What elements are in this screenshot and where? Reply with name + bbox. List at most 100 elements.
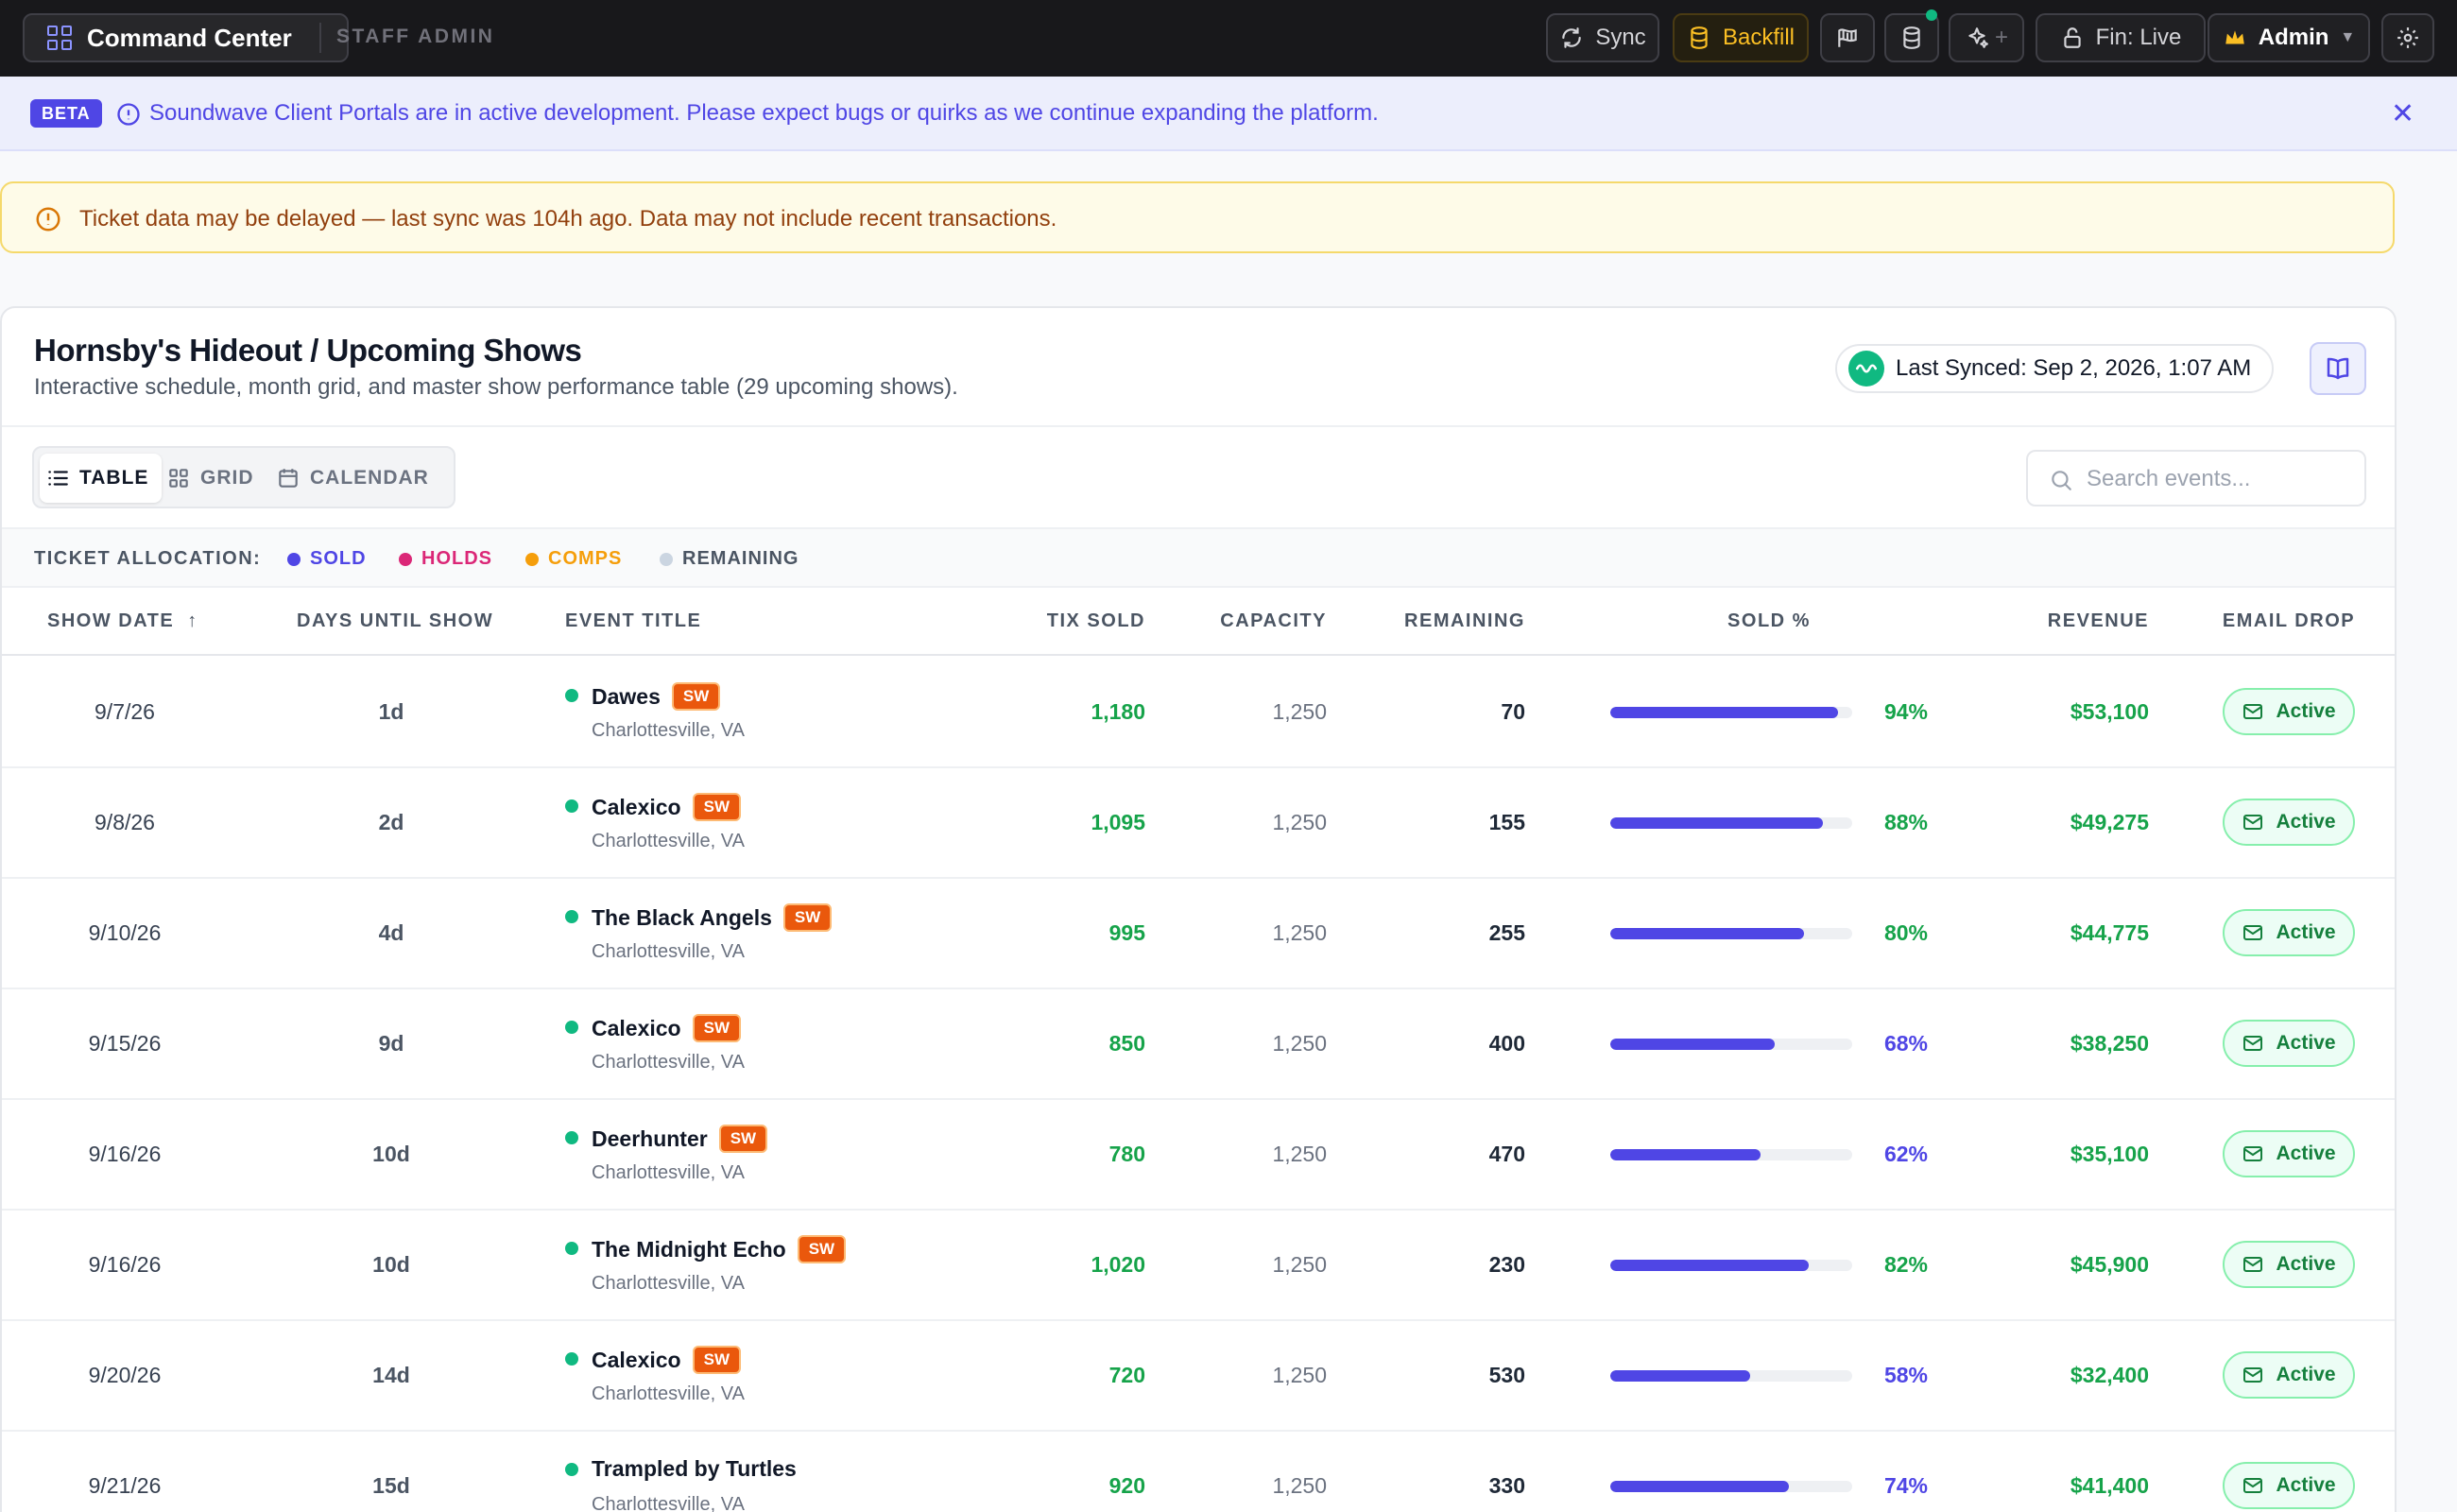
email-drop-button[interactable]: Active xyxy=(2223,1462,2355,1509)
email-drop-button[interactable]: Active xyxy=(2223,688,2355,735)
event-title[interactable]: Trampled by Turtles xyxy=(592,1456,797,1482)
event-title[interactable]: Dawes SW xyxy=(592,682,721,711)
event-status-dot xyxy=(565,1021,578,1034)
backfill-label: Backfill xyxy=(1722,25,1796,50)
event-status-dot xyxy=(565,1463,578,1476)
tab-table[interactable]: TABLE xyxy=(40,454,163,503)
event-title[interactable]: Calexico SW xyxy=(592,1346,741,1374)
event-title[interactable]: The Black Angels SW xyxy=(592,903,833,932)
capacity: 1,250 xyxy=(1272,699,1327,724)
table-row[interactable]: 9/16/26 10d The Midnight Echo SW Charlottesv… xyxy=(2,1211,2395,1321)
sync-button[interactable]: Sync xyxy=(1546,13,1659,62)
email-drop-button[interactable]: Active xyxy=(2223,1351,2355,1399)
tab-calendar[interactable]: CALENDAR xyxy=(276,454,429,503)
settings-button[interactable] xyxy=(2381,13,2434,62)
staff-admin-label: STAFF ADMIN xyxy=(336,26,495,47)
event-title-text: Dawes xyxy=(592,683,661,709)
column-revenue[interactable]: REVENUE xyxy=(2047,610,2149,631)
sold-percent: 74% xyxy=(1883,1473,1928,1498)
table-row[interactable]: 9/8/26 2d Calexico SW Charlottesville, VA 1,0… xyxy=(2,768,2395,879)
race-flag-button[interactable] xyxy=(1820,13,1875,62)
tix-sold: 780 xyxy=(1108,1142,1145,1166)
table-row[interactable]: 9/10/26 4d The Black Angels SW Charlottesvil… xyxy=(2,879,2395,989)
mail-icon xyxy=(2243,1257,2263,1272)
sold-progress-fill xyxy=(1610,1370,1751,1382)
revenue: $53,100 xyxy=(2070,699,2149,724)
column-sold-pct[interactable]: SOLD % xyxy=(1727,610,1811,631)
mail-icon xyxy=(2243,1036,2263,1051)
legend-dot xyxy=(399,552,412,566)
command-center-button[interactable]: Command Center xyxy=(23,13,349,62)
event-title[interactable]: Calexico SW xyxy=(592,793,741,821)
sparkle-icon xyxy=(1968,27,1988,48)
capacity: 1,250 xyxy=(1272,1363,1327,1387)
days-until: 10d xyxy=(372,1142,410,1166)
event-title-text: Calexico xyxy=(592,794,681,819)
ai-sparkle-button[interactable]: + xyxy=(1949,13,2024,62)
sold-progress-bar xyxy=(1610,1039,1852,1050)
legend-comps-label: COMPS xyxy=(548,548,623,569)
event-title-text: Trampled by Turtles xyxy=(592,1456,797,1481)
table-row[interactable]: 9/15/26 9d Calexico SW Charlottesville, VA 85… xyxy=(2,989,2395,1100)
sw-badge: SW xyxy=(718,1125,768,1153)
mail-icon xyxy=(2243,815,2263,830)
email-drop-button[interactable]: Active xyxy=(2223,909,2355,956)
status-dot xyxy=(1926,9,1937,21)
legend-dot xyxy=(660,552,673,566)
column-tix-sold[interactable]: TIX SOLD xyxy=(1046,610,1145,631)
close-icon[interactable]: ✕ xyxy=(2391,98,2415,129)
email-drop-button[interactable]: Active xyxy=(2223,1241,2355,1288)
backfill-button[interactable]: Backfill xyxy=(1673,13,1809,62)
email-drop-button[interactable]: Active xyxy=(2223,799,2355,846)
mail-icon xyxy=(2243,1478,2263,1493)
legend-comps: COMPS xyxy=(525,548,622,570)
column-remaining[interactable]: REMAINING xyxy=(1404,610,1525,631)
page-subtitle: Interactive schedule, month grid, and ma… xyxy=(34,374,958,400)
docs-button[interactable] xyxy=(2310,342,2366,395)
table-row[interactable]: 9/20/26 14d Calexico SW Charlottesville, VA 7… xyxy=(2,1321,2395,1432)
revenue: $44,775 xyxy=(2070,920,2149,945)
show-date: 9/8/26 xyxy=(94,810,155,834)
table-row[interactable]: 9/21/26 15d Trampled by Turtles Charlottesv… xyxy=(2,1432,2395,1512)
show-date: 9/15/26 xyxy=(88,1031,162,1056)
event-title[interactable]: Calexico SW xyxy=(592,1014,741,1042)
event-location: Charlottesville, VA xyxy=(592,831,745,851)
search-icon xyxy=(2052,471,2071,490)
tix-sold: 1,180 xyxy=(1091,699,1145,724)
email-drop-status: Active xyxy=(2276,1143,2336,1164)
tix-sold: 850 xyxy=(1108,1031,1145,1056)
refresh-icon xyxy=(1562,27,1582,48)
mail-icon xyxy=(2243,704,2263,719)
sort-ascending-icon: ↑ xyxy=(187,610,198,631)
table-row[interactable]: 9/16/26 10d Deerhunter SW Charlottesville, V… xyxy=(2,1100,2395,1211)
sold-progress-bar xyxy=(1610,817,1852,829)
remaining: 255 xyxy=(1488,920,1525,945)
ai-plus-label: + xyxy=(1994,25,2008,50)
column-event-title[interactable]: EVENT TITLE xyxy=(565,610,702,631)
event-status-dot xyxy=(565,1352,578,1366)
column-email-drop[interactable]: EMAIL DROP xyxy=(2222,610,2356,631)
days-until: 4d xyxy=(378,920,404,945)
column-days-until[interactable]: DAYS UNTIL SHOW xyxy=(297,610,494,631)
tab-grid[interactable]: GRID xyxy=(166,454,254,503)
allocation-label: TICKET ALLOCATION: xyxy=(34,548,262,569)
email-drop-button[interactable]: Active xyxy=(2223,1130,2355,1177)
sold-percent: 68% xyxy=(1883,1031,1928,1056)
show-date: 9/10/26 xyxy=(88,920,162,945)
fin-status-button[interactable]: Fin: Live xyxy=(2036,13,2206,62)
search-input[interactable] xyxy=(2087,461,2351,497)
database-status-button[interactable] xyxy=(1884,9,1939,62)
sw-badge: SW xyxy=(782,903,833,932)
mail-icon xyxy=(2243,925,2263,940)
event-status-dot xyxy=(565,1242,578,1255)
legend-holds: HOLDS xyxy=(399,548,492,570)
column-capacity[interactable]: CAPACITY xyxy=(1220,610,1327,631)
table-row[interactable]: 9/7/26 1d Dawes SW Charlottesville, VA 1,180 1… xyxy=(2,658,2395,768)
column-show-date[interactable]: SHOW DATE ↑ xyxy=(47,610,198,632)
event-title[interactable]: The Midnight Echo SW xyxy=(592,1235,847,1263)
event-title[interactable]: Deerhunter SW xyxy=(592,1125,768,1153)
admin-menu-button[interactable]: Admin ▼ xyxy=(2208,13,2370,62)
email-drop-button[interactable]: Active xyxy=(2223,1020,2355,1067)
chevron-down-icon: ▼ xyxy=(2340,29,2356,45)
mail-icon xyxy=(2243,1146,2263,1161)
